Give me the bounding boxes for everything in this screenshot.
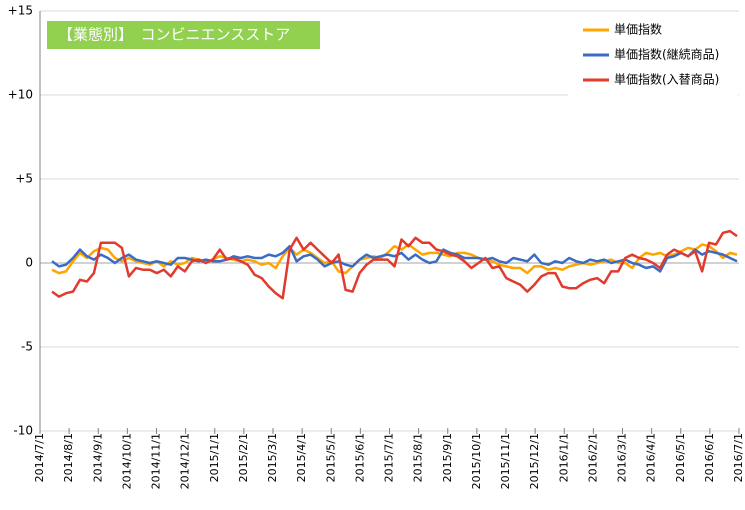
x-tick-label: 2016/5/1: [674, 433, 687, 482]
x-tick-label: 2014/9/1: [91, 433, 104, 482]
legend: 単価指数 単価指数(継続商品) 単価指数(入替商品): [568, 14, 738, 96]
series-lines: [51, 229, 738, 300]
x-tick-label: 2016/3/1: [616, 433, 629, 482]
x-tick-label: 2015/10/1: [470, 433, 483, 489]
x-tick-label: 2014/11/1: [150, 433, 163, 489]
y-tick-label: -10: [13, 424, 33, 438]
y-tick-label: 0: [25, 256, 33, 270]
x-tick-label: 2015/2/1: [237, 433, 250, 482]
x-tick-label: 2016/6/1: [703, 433, 716, 482]
x-tick-label: 2014/8/1: [62, 433, 75, 482]
x-tick-label: 2016/1/1: [557, 433, 570, 482]
x-tick-label: 2016/2/1: [586, 433, 599, 482]
x-tick-label: 2015/9/1: [441, 433, 454, 482]
legend-label-unit-price-replacement: 単価指数(入替商品): [614, 72, 719, 87]
y-axis-ticks: +15 +10 +5 0 -5 -10: [8, 4, 33, 438]
chart-title-background: [47, 21, 320, 49]
x-tick-label: 2016/7/1: [732, 433, 745, 482]
x-tick-label: 2015/11/1: [499, 433, 512, 489]
x-tick-label: 2015/5/1: [324, 433, 337, 482]
x-tick-label: 2015/1/1: [208, 433, 221, 482]
x-tick-label: 2015/12/1: [528, 433, 541, 489]
x-tick-label: 2015/6/1: [353, 433, 366, 482]
x-tick-label: 2015/4/1: [295, 433, 308, 482]
chart-title: 【業態別】 コンビニエンスストア: [58, 26, 290, 44]
x-tick-label: 2014/12/1: [179, 433, 192, 489]
legend-label-unit-price-continuing: 単価指数(継続商品): [614, 47, 719, 62]
y-tick-label: +5: [15, 172, 33, 186]
x-tick-label: 2014/7/1: [33, 433, 46, 482]
x-axis-ticks: 2014/7/1 2014/8/1 2014/9/1 2014/10/1 2014/11…: [33, 428, 745, 489]
y-tick-label: +15: [8, 4, 33, 18]
y-tick-label: -5: [21, 340, 33, 354]
series-line-2: [51, 229, 738, 300]
x-tick-label: 2014/10/1: [120, 433, 133, 489]
x-tick-label: 2016/4/1: [645, 433, 658, 482]
y-tick-label: +10: [8, 88, 33, 102]
x-tick-label: 2015/3/1: [266, 433, 279, 482]
x-tick-label: 2015/7/1: [383, 433, 396, 482]
x-tick-label: 2015/8/1: [412, 433, 425, 482]
chart-title-box: 【業態別】 コンビニエンスストア: [47, 21, 320, 49]
series-line-0: [51, 243, 738, 275]
legend-label-unit-price: 単価指数: [614, 22, 662, 37]
